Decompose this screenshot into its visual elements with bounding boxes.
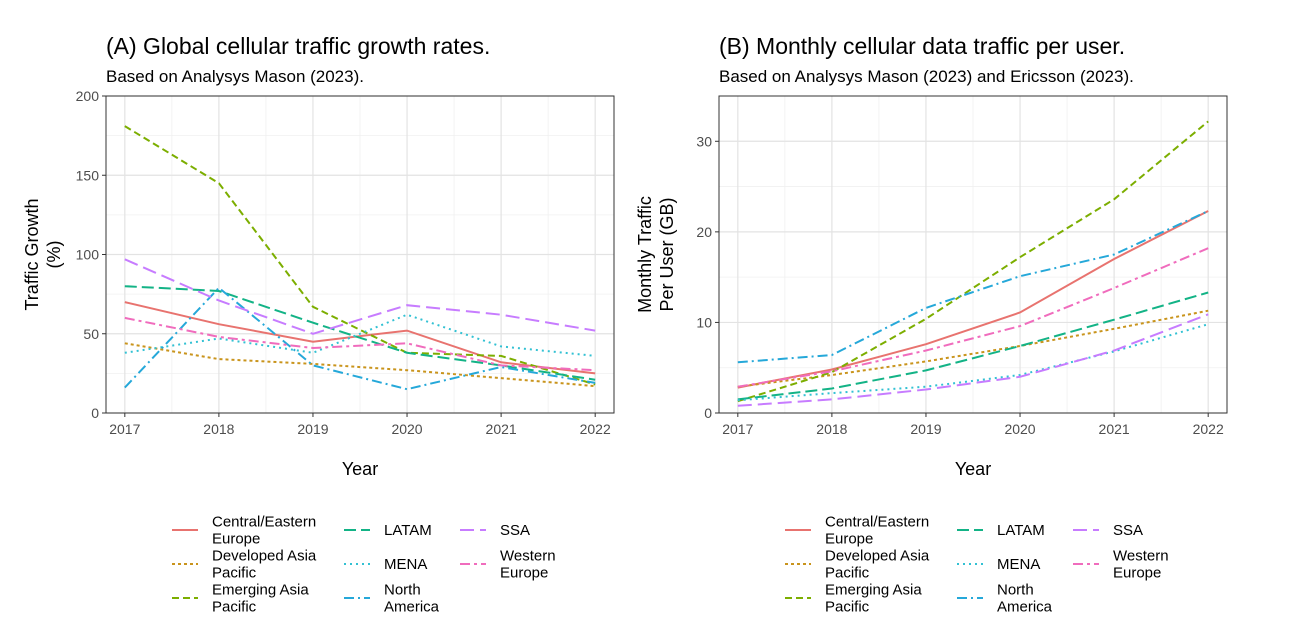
y-tick-label: 20 — [696, 224, 712, 240]
legend-label: SSA — [500, 522, 530, 539]
y-tick-label: 0 — [704, 405, 712, 421]
legend-label: Europe — [212, 531, 260, 548]
legend-label: Emerging Asia — [212, 582, 309, 599]
x-tick-label: 2018 — [203, 421, 234, 437]
series-line-central-eastern-europe — [737, 210, 1209, 389]
legend-label: North — [997, 582, 1034, 599]
y-axis-label-line: Traffic Growth — [22, 198, 42, 310]
x-tick-label: 2017 — [722, 421, 753, 437]
legend-label: Europe — [825, 531, 873, 548]
series-line-latam — [737, 291, 1209, 401]
legend-item: SSA — [1073, 522, 1143, 539]
legend-item: SSA — [460, 522, 530, 539]
y-tick-label: 10 — [696, 314, 712, 330]
legend-item: MENA — [957, 556, 1040, 573]
series-group — [124, 125, 596, 391]
series-line-western-europe — [737, 247, 1209, 388]
legend-label: Europe — [1113, 565, 1161, 582]
x-tick-label: 2017 — [109, 421, 140, 437]
chart-panel-b: (B) Monthly cellular data traffic per us… — [635, 33, 1228, 616]
y-tick-label: 150 — [76, 167, 100, 183]
x-axis-label: Year — [342, 459, 378, 479]
legend-label: America — [997, 599, 1053, 616]
legend-label: Pacific — [825, 565, 870, 582]
y-axis-label-line: Monthly Traffic — [635, 196, 655, 313]
x-tick-label: 2019 — [297, 421, 328, 437]
legend-label: Pacific — [825, 599, 870, 616]
legend-label: North — [384, 582, 421, 599]
series-group — [737, 120, 1209, 407]
x-axis-label: Year — [955, 459, 991, 479]
legend-label: LATAM — [997, 522, 1045, 539]
series-line-mena — [124, 313, 596, 357]
y-tick-label: 30 — [696, 133, 712, 149]
y-axis-label: Monthly Traffic Per User (GB) — [635, 196, 677, 313]
series-line-emerging-asia-pacific — [737, 120, 1209, 403]
legend-label: Developed Asia — [212, 548, 317, 565]
legend-label: Western — [500, 548, 556, 565]
series-line-ssa — [124, 258, 596, 335]
chart-title: (A) Global cellular traffic growth rates… — [106, 33, 490, 59]
legend-label: America — [384, 599, 440, 616]
series-line-mena — [737, 323, 1209, 402]
legend-label: SSA — [1113, 522, 1143, 539]
y-axis-label: Traffic Growth (%) — [22, 198, 64, 310]
series-line-emerging-asia-pacific — [124, 125, 596, 386]
legend-label: LATAM — [384, 522, 432, 539]
legend-item: LATAM — [344, 522, 432, 539]
legend-item: MENA — [344, 556, 427, 573]
x-tick-label: 2022 — [1193, 421, 1224, 437]
legend-label: Pacific — [212, 565, 257, 582]
legend-label: Pacific — [212, 599, 257, 616]
y-tick-label: 50 — [83, 326, 99, 342]
series-line-north-america — [124, 286, 596, 391]
grid — [106, 95, 614, 414]
plot-border — [718, 95, 1228, 414]
legend-label: Western — [1113, 548, 1169, 565]
legend-label: MENA — [384, 556, 427, 573]
legend-item: LATAM — [957, 522, 1045, 539]
y-axis-label-line: Per User (GB) — [657, 197, 677, 311]
legend-label: Developed Asia — [825, 548, 930, 565]
x-tick-label: 2021 — [1099, 421, 1130, 437]
x-tick-label: 2019 — [910, 421, 941, 437]
chart-panel-a: (A) Global cellular traffic growth rates… — [22, 33, 615, 616]
grid — [719, 95, 1227, 414]
legend-label: Central/Eastern — [825, 514, 929, 531]
y-tick-label: 200 — [76, 88, 100, 104]
legend-label: MENA — [997, 556, 1040, 573]
x-tick-label: 2022 — [580, 421, 611, 437]
legend-label: Europe — [500, 565, 548, 582]
legend-label: Central/Eastern — [212, 514, 316, 531]
chart-subtitle: Based on Analysys Mason (2023). — [106, 67, 364, 86]
series-line-latam — [124, 285, 596, 381]
x-tick-label: 2020 — [391, 421, 422, 437]
y-tick-label: 0 — [91, 405, 99, 421]
legend-label: Emerging Asia — [825, 582, 922, 599]
chart-subtitle: Based on Analysys Mason (2023) and Erics… — [719, 67, 1134, 86]
x-tick-label: 2020 — [1004, 421, 1035, 437]
y-tick-label: 100 — [76, 247, 100, 263]
y-axis-label-line: (%) — [44, 241, 64, 269]
series-line-developed-asia-pacific — [124, 342, 596, 388]
x-tick-label: 2018 — [816, 421, 847, 437]
chart-title: (B) Monthly cellular data traffic per us… — [719, 33, 1125, 59]
series-line-central-eastern-europe — [124, 301, 596, 375]
series-line-western-europe — [124, 316, 596, 372]
x-tick-label: 2021 — [486, 421, 517, 437]
series-line-north-america — [737, 210, 1209, 364]
